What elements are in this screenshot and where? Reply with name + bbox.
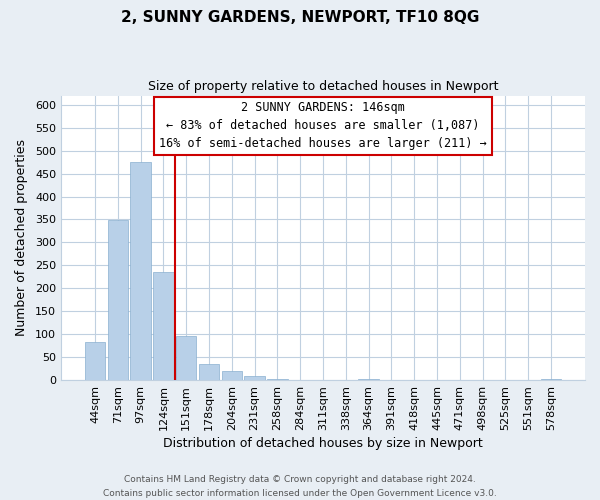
Bar bbox=[358, 379, 379, 380]
Bar bbox=[176, 336, 196, 380]
Y-axis label: Number of detached properties: Number of detached properties bbox=[15, 140, 28, 336]
Bar bbox=[199, 364, 219, 380]
Bar bbox=[130, 162, 151, 380]
Bar bbox=[85, 342, 105, 380]
Bar bbox=[267, 378, 287, 380]
Title: Size of property relative to detached houses in Newport: Size of property relative to detached ho… bbox=[148, 80, 498, 93]
X-axis label: Distribution of detached houses by size in Newport: Distribution of detached houses by size … bbox=[163, 437, 483, 450]
Bar bbox=[244, 376, 265, 380]
Text: 2 SUNNY GARDENS: 146sqm
← 83% of detached houses are smaller (1,087)
16% of semi: 2 SUNNY GARDENS: 146sqm ← 83% of detache… bbox=[159, 101, 487, 150]
Text: Contains HM Land Registry data © Crown copyright and database right 2024.
Contai: Contains HM Land Registry data © Crown c… bbox=[103, 476, 497, 498]
Bar bbox=[541, 379, 561, 380]
Text: 2, SUNNY GARDENS, NEWPORT, TF10 8QG: 2, SUNNY GARDENS, NEWPORT, TF10 8QG bbox=[121, 10, 479, 25]
Bar bbox=[153, 272, 173, 380]
Bar bbox=[107, 220, 128, 380]
Bar bbox=[221, 372, 242, 380]
